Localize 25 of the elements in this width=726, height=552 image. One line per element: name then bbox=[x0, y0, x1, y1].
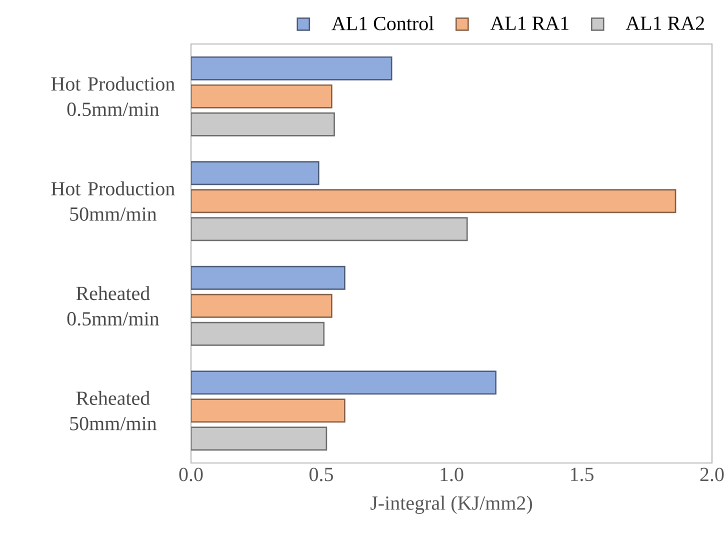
x-tick-label: 1.0 bbox=[440, 468, 464, 482]
bar bbox=[191, 398, 346, 423]
bar bbox=[191, 189, 676, 214]
bar bbox=[191, 56, 392, 80]
x-axis-title: J-integral (KJ/mm2) bbox=[370, 496, 532, 514]
bar bbox=[191, 266, 346, 290]
bar bbox=[191, 217, 468, 242]
y-tick-label: Reheated 0.5mm/min bbox=[67, 286, 160, 326]
bar bbox=[191, 161, 320, 186]
y-tick-label: Reheated 50mm/min bbox=[70, 390, 157, 430]
bar bbox=[191, 84, 332, 108]
legend-label: AL1 Control bbox=[332, 16, 434, 30]
bar bbox=[191, 294, 332, 318]
legend-label: AL1 RA1 bbox=[490, 16, 568, 30]
bar bbox=[191, 370, 496, 395]
x-tick-label: 0.5 bbox=[310, 468, 333, 482]
x-tick-label: 2.0 bbox=[700, 468, 724, 482]
bar bbox=[191, 426, 328, 451]
bar bbox=[191, 322, 325, 346]
y-tick-label: Hot Production 0.5mm/min bbox=[51, 76, 175, 116]
bar bbox=[191, 112, 335, 136]
x-tick-label: 0.0 bbox=[179, 468, 203, 482]
x-tick-label: 1.5 bbox=[571, 468, 594, 482]
legend-label: AL1 RA2 bbox=[626, 16, 704, 30]
y-tick-label: Hot Production 50mm/min bbox=[51, 181, 175, 221]
